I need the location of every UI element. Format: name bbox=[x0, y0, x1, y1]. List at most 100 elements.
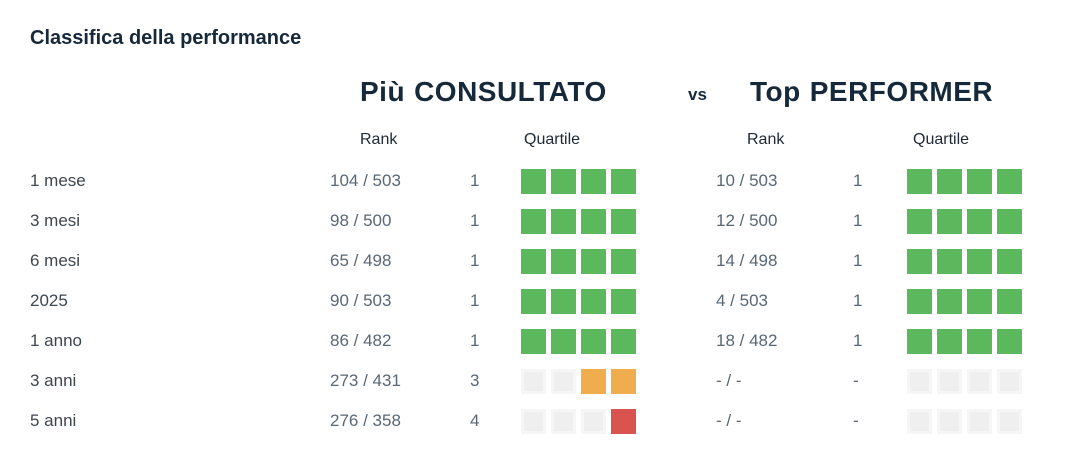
rank-value-top-performer: 14 / 498 bbox=[716, 251, 778, 270]
column-header-rank-consultato: Rank bbox=[360, 131, 398, 148]
section-title-piu: Più bbox=[360, 76, 406, 107]
quartile-squares-consultato bbox=[521, 168, 716, 194]
quartile-square-green bbox=[551, 288, 576, 314]
table-row-5-anni: 5 anni 276 / 358 4 - / - - bbox=[0, 401, 1082, 441]
table-row-1-mese: 1 mese 104 / 503 1 10 / 503 1 bbox=[0, 161, 1082, 201]
rank-value-top-performer: - / - bbox=[716, 411, 742, 430]
quartile-square-green bbox=[907, 328, 932, 354]
rank-value-consultato: 86 / 482 bbox=[330, 331, 392, 350]
quartile-square-gray bbox=[997, 368, 1022, 394]
quartile-square-green bbox=[937, 328, 962, 354]
table-row-1-anno: 1 anno 86 / 482 1 18 / 482 1 bbox=[0, 321, 1082, 361]
quartile-number-top-performer: 1 bbox=[853, 171, 863, 190]
quartile-square-green bbox=[581, 248, 606, 274]
quartile-square-green bbox=[611, 328, 636, 354]
quartile-square-green bbox=[907, 248, 932, 274]
rank-value-top-performer: 10 / 503 bbox=[716, 171, 778, 190]
rank-value-top-performer: 12 / 500 bbox=[716, 211, 778, 230]
quartile-squares-top-performer bbox=[907, 288, 1082, 314]
quartile-number-top-performer: - bbox=[853, 371, 859, 390]
period-label: 3 mesi bbox=[30, 211, 81, 230]
quartile-number-consultato: 1 bbox=[470, 211, 480, 230]
table-row-6-mesi: 6 mesi 65 / 498 1 14 / 498 1 bbox=[0, 241, 1082, 281]
period-label: 1 anno bbox=[30, 331, 82, 350]
rank-value-consultato: 276 / 358 bbox=[330, 411, 401, 430]
rank-value-top-performer: 4 / 503 bbox=[716, 291, 768, 310]
table-row-2025: 2025 90 / 503 1 4 / 503 1 bbox=[0, 281, 1082, 321]
column-header-quartile-consultato: Quartile bbox=[524, 131, 581, 148]
period-label: 1 mese bbox=[30, 171, 86, 190]
quartile-square-green bbox=[611, 168, 636, 194]
quartile-square-green bbox=[937, 168, 962, 194]
quartile-square-green bbox=[611, 248, 636, 274]
period-label: 6 mesi bbox=[30, 251, 81, 270]
quartile-number-top-performer: 1 bbox=[853, 291, 863, 310]
quartile-square-green bbox=[521, 208, 546, 234]
quartile-square-green bbox=[967, 288, 992, 314]
vs-label: vs bbox=[688, 85, 707, 104]
quartile-square-green bbox=[521, 248, 546, 274]
quartile-number-consultato: 3 bbox=[470, 371, 480, 390]
quartile-square-gray bbox=[937, 408, 962, 434]
quartile-square-green bbox=[611, 208, 636, 234]
rank-value-consultato: 273 / 431 bbox=[330, 371, 401, 390]
quartile-number-top-performer: 1 bbox=[853, 251, 863, 270]
quartile-square-green bbox=[581, 208, 606, 234]
quartile-square-gray bbox=[907, 368, 932, 394]
quartile-square-green bbox=[967, 208, 992, 234]
rank-value-top-performer: 18 / 482 bbox=[716, 331, 778, 350]
quartile-square-green bbox=[581, 288, 606, 314]
quartile-square-green bbox=[997, 288, 1022, 314]
quartile-square-green bbox=[521, 328, 546, 354]
rank-value-consultato: 90 / 503 bbox=[330, 291, 392, 310]
quartile-squares-top-performer bbox=[907, 168, 1082, 194]
quartile-square-gray bbox=[551, 368, 576, 394]
quartile-square-gray bbox=[937, 368, 962, 394]
period-label: 5 anni bbox=[30, 411, 77, 430]
quartile-square-green bbox=[907, 168, 932, 194]
quartile-square-gray bbox=[967, 408, 992, 434]
quartile-squares-top-performer bbox=[907, 328, 1082, 354]
quartile-square-green bbox=[937, 288, 962, 314]
quartile-squares-consultato bbox=[521, 248, 716, 274]
widget-title: Classifica della performance bbox=[30, 27, 302, 49]
quartile-number-consultato: 4 bbox=[470, 411, 480, 430]
quartile-square-green bbox=[937, 208, 962, 234]
quartile-square-green bbox=[581, 168, 606, 194]
quartile-square-gray bbox=[521, 408, 546, 434]
section-title-consultato: CONSULTATO bbox=[414, 76, 607, 107]
quartile-square-gray bbox=[997, 408, 1022, 434]
quartile-squares-top-performer bbox=[907, 408, 1082, 434]
column-header-quartile-top-performer: Quartile bbox=[913, 131, 970, 148]
quartile-number-top-performer: 1 bbox=[853, 331, 863, 350]
quartile-square-green bbox=[551, 328, 576, 354]
section-title-top: Top bbox=[750, 76, 801, 107]
table-row-3-anni: 3 anni 273 / 431 3 - / - - bbox=[0, 361, 1082, 401]
quartile-square-green bbox=[551, 168, 576, 194]
quartile-square-gray bbox=[551, 408, 576, 434]
quartile-squares-consultato bbox=[521, 328, 716, 354]
quartile-square-green bbox=[611, 288, 636, 314]
rank-value-consultato: 65 / 498 bbox=[330, 251, 392, 270]
ranking-table: 1 mese 104 / 503 1 10 / 503 1 3 mesi 98 … bbox=[0, 161, 1082, 441]
quartile-number-consultato: 1 bbox=[470, 251, 480, 270]
quartile-square-green bbox=[997, 168, 1022, 194]
quartile-square-green bbox=[551, 248, 576, 274]
quartile-square-green bbox=[907, 288, 932, 314]
quartile-number-consultato: 1 bbox=[470, 331, 480, 350]
quartile-square-green bbox=[907, 208, 932, 234]
quartile-square-red bbox=[611, 408, 636, 434]
quartile-number-consultato: 1 bbox=[470, 291, 480, 310]
table-row-3-mesi: 3 mesi 98 / 500 1 12 / 500 1 bbox=[0, 201, 1082, 241]
quartile-square-green bbox=[937, 248, 962, 274]
quartile-square-green bbox=[521, 288, 546, 314]
quartile-square-gray bbox=[581, 408, 606, 434]
section-title-top-performer: Top PERFORMER bbox=[750, 76, 993, 108]
quartile-squares-top-performer bbox=[907, 368, 1082, 394]
quartile-square-gray bbox=[907, 408, 932, 434]
quartile-squares-consultato bbox=[521, 368, 716, 394]
period-label: 2025 bbox=[30, 291, 68, 310]
column-header-rank-top-performer: Rank bbox=[747, 131, 785, 148]
quartile-number-top-performer: - bbox=[853, 411, 859, 430]
